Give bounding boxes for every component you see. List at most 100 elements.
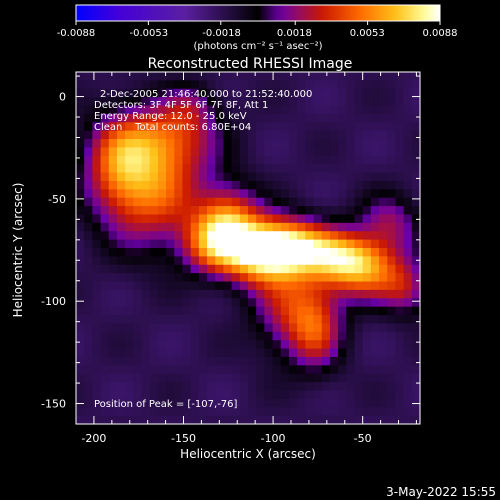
- heatmap-cell: [166, 306, 175, 316]
- heatmap-cell: [338, 248, 347, 257]
- heatmap-cell: [288, 105, 298, 115]
- heatmap-cell: [297, 289, 306, 299]
- heatmap-cell: [411, 323, 421, 333]
- heatmap-cell: [84, 172, 93, 182]
- heatmap-cell: [223, 164, 233, 174]
- heatmap-cell: [116, 365, 126, 375]
- heatmap-cell: [100, 164, 110, 174]
- heatmap-cell: [174, 373, 184, 383]
- heatmap-cell: [231, 315, 241, 325]
- heatmap-cell: [305, 97, 315, 107]
- heatmap-cell: [387, 398, 397, 408]
- heatmap-cell: [239, 273, 249, 283]
- heatmap-cell: [370, 80, 380, 90]
- heatmap-cell: [215, 206, 225, 216]
- heatmap-cell: [248, 398, 257, 408]
- heatmap-cell: [370, 373, 380, 383]
- heatmap-cell: [207, 340, 216, 350]
- heatmap-cell: [346, 105, 356, 115]
- heatmap-cell: [231, 256, 241, 266]
- heatmap-cell: [305, 155, 315, 165]
- heatmap-cell: [321, 222, 331, 232]
- heatmap-cell: [190, 373, 200, 383]
- heatmap-cell: [305, 139, 315, 149]
- heatmap-cell: [362, 340, 372, 350]
- heatmap-cell: [157, 130, 167, 140]
- heatmap-cell: [403, 407, 413, 417]
- heatmap-cell: [223, 72, 233, 81]
- heatmap-cell: [256, 248, 265, 257]
- heatmap-cell: [141, 365, 151, 375]
- heatmap-cell: [387, 130, 397, 140]
- heatmap-cell: [387, 122, 397, 132]
- heatmap-cell: [264, 97, 274, 107]
- heatmap-cell: [100, 365, 110, 375]
- heatmap-cell: [207, 256, 216, 266]
- heatmap-cell: [313, 214, 323, 224]
- heatmap-cell: [362, 130, 372, 140]
- heatmap-cell: [346, 264, 356, 274]
- heatmap-cell: [141, 197, 151, 207]
- heatmap-cell: [84, 273, 93, 283]
- heatmap-cell: [387, 222, 397, 232]
- heatmap-cell: [198, 373, 208, 383]
- heatmap-cell: [149, 155, 159, 165]
- heatmap-cell: [125, 80, 134, 90]
- heatmap-cell: [329, 281, 339, 291]
- heatmap-cell: [100, 155, 110, 165]
- heatmap-cell: [288, 356, 298, 366]
- heatmap-cell: [198, 172, 208, 182]
- heatmap-cell: [76, 356, 85, 366]
- heatmap-cell: [92, 248, 102, 257]
- heatmap-cell: [288, 289, 298, 299]
- heatmap-cell: [190, 264, 200, 274]
- heatmap-cell: [354, 172, 364, 182]
- colorbar-tick-5: 0.0088: [423, 28, 458, 39]
- heatmap-cell: [248, 390, 257, 400]
- heatmap-cell: [297, 97, 306, 107]
- x-tick-label: -50: [354, 432, 372, 445]
- heatmap-cell: [321, 298, 331, 308]
- heatmap-cell: [223, 130, 233, 140]
- heatmap-cell: [264, 164, 274, 174]
- heatmap-cell: [182, 248, 192, 257]
- heatmap-cell: [182, 281, 192, 291]
- heatmap-cell: [108, 407, 118, 417]
- heatmap-cell: [239, 113, 249, 123]
- heatmap-cell: [248, 214, 257, 224]
- heatmap-cell: [215, 147, 225, 157]
- heatmap-cell: [174, 164, 184, 174]
- heatmap-cell: [362, 289, 372, 299]
- colorbar-ticks: [75, 21, 441, 25]
- heatmap-cell: [346, 72, 356, 81]
- heatmap-cell: [354, 264, 364, 274]
- heatmap-cell: [166, 147, 175, 157]
- heatmap-cell: [223, 348, 233, 358]
- heatmap-cell: [272, 197, 282, 207]
- heatmap-cell: [329, 256, 339, 266]
- heatmap-cell: [305, 348, 315, 358]
- heatmap-cell: [305, 88, 315, 98]
- heatmap-cell: [215, 122, 225, 132]
- heatmap-cell: [297, 315, 306, 325]
- heatmap-cell: [411, 88, 421, 98]
- heatmap-cell: [354, 281, 364, 291]
- heatmap-cell: [338, 206, 347, 216]
- heatmap-cell: [116, 248, 126, 257]
- heatmap-cell: [133, 180, 143, 190]
- heatmap-cell: [76, 164, 85, 174]
- heatmap-cell: [207, 197, 216, 207]
- heatmap-cell: [256, 281, 265, 291]
- heatmap-cell: [207, 264, 216, 274]
- heatmap-cell: [395, 139, 405, 149]
- heatmap-cell: [133, 348, 143, 358]
- heatmap-cell: [207, 72, 216, 81]
- heatmap-cell: [248, 206, 257, 216]
- heatmap-cell: [362, 306, 372, 316]
- heatmap-cell: [338, 256, 347, 266]
- heatmap-cell: [305, 256, 315, 266]
- heatmap-cell: [338, 323, 347, 333]
- colorbar-tick-4: 0.0053: [350, 28, 385, 39]
- heatmap-cell: [239, 356, 249, 366]
- heatmap-cell: [174, 88, 184, 98]
